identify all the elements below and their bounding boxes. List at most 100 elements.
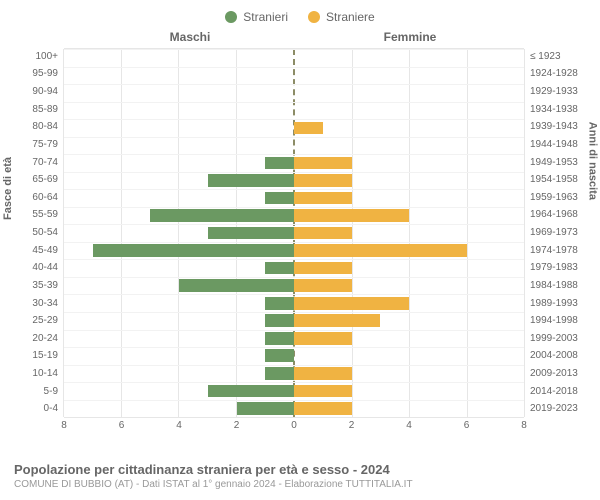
bar-male bbox=[237, 402, 295, 415]
x-tick: 6 bbox=[119, 420, 125, 431]
bar-female bbox=[294, 227, 352, 240]
y-tick-year: 1974-1978 bbox=[530, 242, 578, 260]
bar-male bbox=[179, 279, 294, 292]
bar-row bbox=[64, 347, 524, 365]
y-tick-year: 1984-1988 bbox=[530, 277, 578, 295]
plot bbox=[64, 48, 524, 418]
col-header-left: Maschi bbox=[80, 30, 300, 44]
y-tick-age: 70-74 bbox=[32, 154, 58, 172]
y-tick-age: 20-24 bbox=[32, 330, 58, 348]
bar-male bbox=[208, 385, 294, 398]
bar-female bbox=[294, 297, 409, 310]
bar-row bbox=[64, 330, 524, 348]
bar-female bbox=[294, 122, 323, 135]
bar-row bbox=[64, 189, 524, 207]
y-tick-year: 2004-2008 bbox=[530, 348, 578, 366]
y-axis-left: 100+95-9990-9485-8980-8475-7970-7465-696… bbox=[10, 48, 64, 418]
col-header-right: Femmine bbox=[300, 30, 520, 44]
bar-male bbox=[265, 157, 294, 170]
bar-female bbox=[294, 209, 409, 222]
x-tick: 6 bbox=[464, 420, 470, 431]
bar-row bbox=[64, 154, 524, 172]
bar-row bbox=[64, 102, 524, 120]
bar-row bbox=[64, 224, 524, 242]
y-tick-age: 60-64 bbox=[32, 189, 58, 207]
population-pyramid-chart: Stranieri Straniere Maschi Femmine Fasce… bbox=[0, 0, 600, 500]
x-tick: 8 bbox=[521, 420, 527, 431]
x-tick: 4 bbox=[176, 420, 182, 431]
x-tick: 2 bbox=[349, 420, 355, 431]
x-tick: 8 bbox=[61, 420, 67, 431]
y-tick-age: 90-94 bbox=[32, 83, 58, 101]
bar-rows bbox=[64, 49, 524, 417]
y-tick-age: 15-19 bbox=[32, 348, 58, 366]
bar-row bbox=[64, 259, 524, 277]
y-tick-year: ≤ 1923 bbox=[530, 48, 561, 66]
y-tick-age: 100+ bbox=[35, 48, 58, 66]
legend-item-male: Stranieri bbox=[225, 10, 288, 24]
gridline bbox=[524, 49, 525, 417]
y-tick-year: 1959-1963 bbox=[530, 189, 578, 207]
y-tick-age: 55-59 bbox=[32, 207, 58, 225]
bar-male bbox=[265, 262, 294, 275]
y-tick-age: 5-9 bbox=[44, 383, 58, 401]
y-axis-label-right: Anni di nascita bbox=[586, 122, 598, 200]
y-tick-age: 85-89 bbox=[32, 101, 58, 119]
bar-male bbox=[265, 297, 294, 310]
bar-row bbox=[64, 242, 524, 260]
y-tick-year: 1944-1948 bbox=[530, 136, 578, 154]
bar-row bbox=[64, 137, 524, 155]
y-tick-year: 1999-2003 bbox=[530, 330, 578, 348]
x-tick: 2 bbox=[234, 420, 240, 431]
y-axis-label-left: Fasce di età bbox=[2, 157, 14, 220]
legend-swatch-female bbox=[308, 11, 320, 23]
bar-row bbox=[64, 49, 524, 67]
y-tick-age: 45-49 bbox=[32, 242, 58, 260]
y-tick-age: 50-54 bbox=[32, 224, 58, 242]
plot-area: 100+95-9990-9485-8980-8475-7970-7465-696… bbox=[10, 48, 590, 418]
bar-row bbox=[64, 207, 524, 225]
bar-female bbox=[294, 157, 352, 170]
column-headers: Maschi Femmine bbox=[80, 30, 520, 44]
bar-female bbox=[294, 367, 352, 380]
y-tick-year: 1989-1993 bbox=[530, 295, 578, 313]
y-tick-year: 1964-1968 bbox=[530, 207, 578, 225]
x-axis-left: 02468 bbox=[64, 420, 294, 434]
bar-male bbox=[208, 174, 294, 187]
bar-male bbox=[208, 227, 294, 240]
bar-male bbox=[265, 314, 294, 327]
y-tick-year: 2009-2013 bbox=[530, 365, 578, 383]
bar-female bbox=[294, 244, 467, 257]
bar-male bbox=[265, 192, 294, 205]
bar-row bbox=[64, 312, 524, 330]
y-tick-age: 65-69 bbox=[32, 171, 58, 189]
bar-row bbox=[64, 67, 524, 85]
bar-row bbox=[64, 365, 524, 383]
y-tick-year: 1969-1973 bbox=[530, 224, 578, 242]
bar-female bbox=[294, 385, 352, 398]
y-tick-year: 1929-1933 bbox=[530, 83, 578, 101]
bar-row bbox=[64, 400, 524, 418]
bar-row bbox=[64, 294, 524, 312]
y-tick-age: 95-99 bbox=[32, 66, 58, 84]
y-tick-age: 35-39 bbox=[32, 277, 58, 295]
legend-label-female: Straniere bbox=[326, 10, 375, 24]
y-tick-age: 25-29 bbox=[32, 312, 58, 330]
y-tick-age: 10-14 bbox=[32, 365, 58, 383]
y-tick-age: 0-4 bbox=[44, 401, 58, 419]
y-tick-age: 80-84 bbox=[32, 119, 58, 137]
bar-female bbox=[294, 174, 352, 187]
y-axis-right: ≤ 19231924-19281929-19331934-19381939-19… bbox=[524, 48, 590, 418]
legend: Stranieri Straniere bbox=[10, 10, 590, 24]
bar-row bbox=[64, 277, 524, 295]
y-tick-age: 75-79 bbox=[32, 136, 58, 154]
bar-female bbox=[294, 192, 352, 205]
bar-row bbox=[64, 382, 524, 400]
bar-female bbox=[294, 262, 352, 275]
bar-row bbox=[64, 84, 524, 102]
chart-subtitle: COMUNE DI BUBBIO (AT) - Dati ISTAT al 1°… bbox=[14, 479, 586, 490]
bar-female bbox=[294, 279, 352, 292]
y-tick-year: 2019-2023 bbox=[530, 401, 578, 419]
y-tick-year: 1994-1998 bbox=[530, 312, 578, 330]
bar-row bbox=[64, 119, 524, 137]
